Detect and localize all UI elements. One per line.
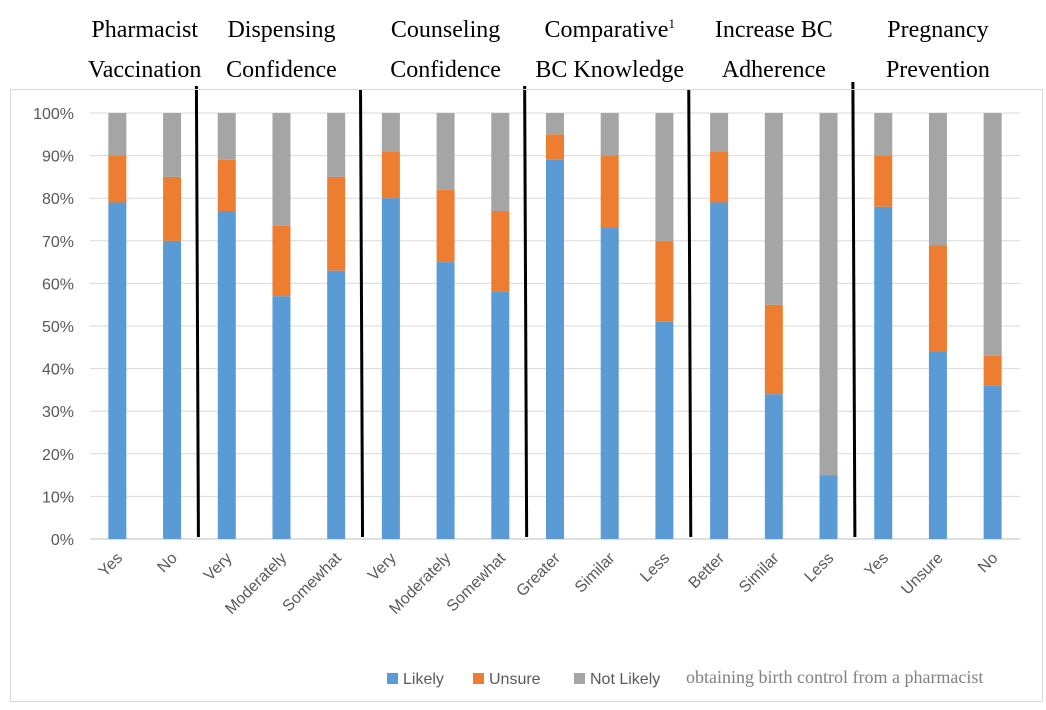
bar-segment-likely xyxy=(655,321,674,539)
bar-segment-likely xyxy=(546,159,564,540)
y-axis-ticks: 0% 10% 20% 30% 40% 50% 60% 70% 80% 90% 100% xyxy=(33,106,74,549)
bar-segment-likely xyxy=(381,198,400,539)
legend: Likely Unsure Not Likely xyxy=(387,671,660,688)
bar-segment-likely xyxy=(436,262,455,539)
bar-segment-not-likely xyxy=(108,113,127,156)
y-tick-label: 20% xyxy=(42,447,74,464)
bar-segment-likely xyxy=(983,385,1002,539)
chart-note: obtaining birth control from a pharmacis… xyxy=(686,667,983,687)
bar-segment-not-likely xyxy=(874,113,893,156)
group-title-line1: Pharmacist xyxy=(91,17,198,43)
bar-segment-unsure xyxy=(983,355,1002,386)
y-tick-label: 0% xyxy=(51,532,74,549)
legend-label: Likely xyxy=(403,671,444,688)
group-title-line2: Vaccination xyxy=(88,57,201,83)
group-title-superscript: 1 xyxy=(668,16,675,31)
bars xyxy=(108,113,1002,540)
bar-segment-not-likely xyxy=(546,113,564,135)
bar-segment-not-likely xyxy=(381,113,400,152)
bar-segment-not-likely xyxy=(163,113,182,177)
bar-segment-likely xyxy=(874,206,893,539)
y-tick-label: 30% xyxy=(42,404,74,421)
bar-segment-not-likely xyxy=(217,113,236,160)
y-tick-label: 100% xyxy=(33,106,74,123)
y-tick-label: 80% xyxy=(42,191,74,208)
group-title-line1: Comparative1 xyxy=(544,16,674,43)
legend-swatch xyxy=(473,673,484,684)
y-tick-label: 10% xyxy=(42,489,74,506)
bar-segment-likely xyxy=(764,394,783,539)
group-separator xyxy=(194,85,200,538)
bar-segment-likely xyxy=(217,210,236,540)
bar-segment-unsure xyxy=(764,304,783,395)
bar-segment-unsure xyxy=(928,245,947,352)
group-separator xyxy=(359,89,365,538)
legend-swatch xyxy=(574,673,585,684)
bar-segment-not-likely xyxy=(436,113,455,190)
bar-segment-unsure xyxy=(600,155,619,229)
bar-segment-not-likely xyxy=(272,113,291,226)
bar-segment-not-likely xyxy=(928,113,947,246)
group-title-line2: BC Knowledge xyxy=(535,57,684,83)
bar-segment-unsure xyxy=(163,176,182,241)
group-title-line1: Counseling xyxy=(391,17,500,43)
group-title-line1: Increase BC xyxy=(715,17,833,43)
y-tick-label: 70% xyxy=(42,234,74,251)
group-titles: Pharmacist Vaccination Dispensing Confidenc… xyxy=(88,16,990,83)
group-separator xyxy=(687,89,693,538)
group-title-line2: Confidence xyxy=(226,57,337,83)
bar-segment-likely xyxy=(928,351,947,539)
group-title-line2: Adherence xyxy=(722,57,826,83)
bar-segment-likely xyxy=(272,296,291,539)
group-title-line1: Pregnancy xyxy=(887,17,988,43)
group-separator xyxy=(851,81,857,538)
bar-segment-unsure xyxy=(546,134,564,160)
bar-segment-not-likely xyxy=(655,113,674,241)
group-separators xyxy=(194,81,857,538)
y-tick-label: 60% xyxy=(42,276,74,293)
bar-segment-unsure xyxy=(436,189,455,263)
bar-segment-likely xyxy=(327,270,346,539)
bar-segment-unsure xyxy=(491,210,510,292)
bar-segment-not-likely xyxy=(600,113,619,156)
chart-frame xyxy=(10,89,1043,702)
bar-segment-not-likely xyxy=(819,113,838,476)
bar-segment-unsure xyxy=(327,176,346,271)
bar-segment-not-likely xyxy=(764,113,783,305)
bar-segment-likely xyxy=(710,202,729,539)
bar-segment-unsure xyxy=(655,240,674,322)
bar-segment-not-likely xyxy=(710,113,729,152)
bar-segment-unsure xyxy=(874,155,893,207)
bar-segment-unsure xyxy=(710,151,729,203)
group-title-line2: Prevention xyxy=(886,57,990,83)
bar-segment-likely xyxy=(491,291,510,539)
group-separator xyxy=(523,85,529,538)
bar-segment-not-likely xyxy=(327,113,346,177)
y-tick-label: 40% xyxy=(42,362,74,379)
bar-segment-likely xyxy=(819,475,838,539)
bar-segment-likely xyxy=(108,202,127,539)
bar-segment-unsure xyxy=(272,225,291,297)
legend-label: Not Likely xyxy=(590,671,660,688)
bar-segment-not-likely xyxy=(983,113,1002,356)
bar-segment-likely xyxy=(600,228,619,539)
y-tick-label: 50% xyxy=(42,319,74,336)
group-title-line1: Dispensing xyxy=(227,17,335,43)
bar-segment-unsure xyxy=(217,159,236,211)
bar-segment-not-likely xyxy=(491,113,510,211)
bar-segment-unsure xyxy=(108,155,127,203)
y-tick-label: 90% xyxy=(42,149,74,166)
bar-segment-unsure xyxy=(381,151,400,199)
bar-segment-likely xyxy=(163,240,182,540)
group-title-line2: Confidence xyxy=(390,57,501,83)
legend-label: Unsure xyxy=(489,671,541,688)
legend-swatch xyxy=(387,673,398,684)
